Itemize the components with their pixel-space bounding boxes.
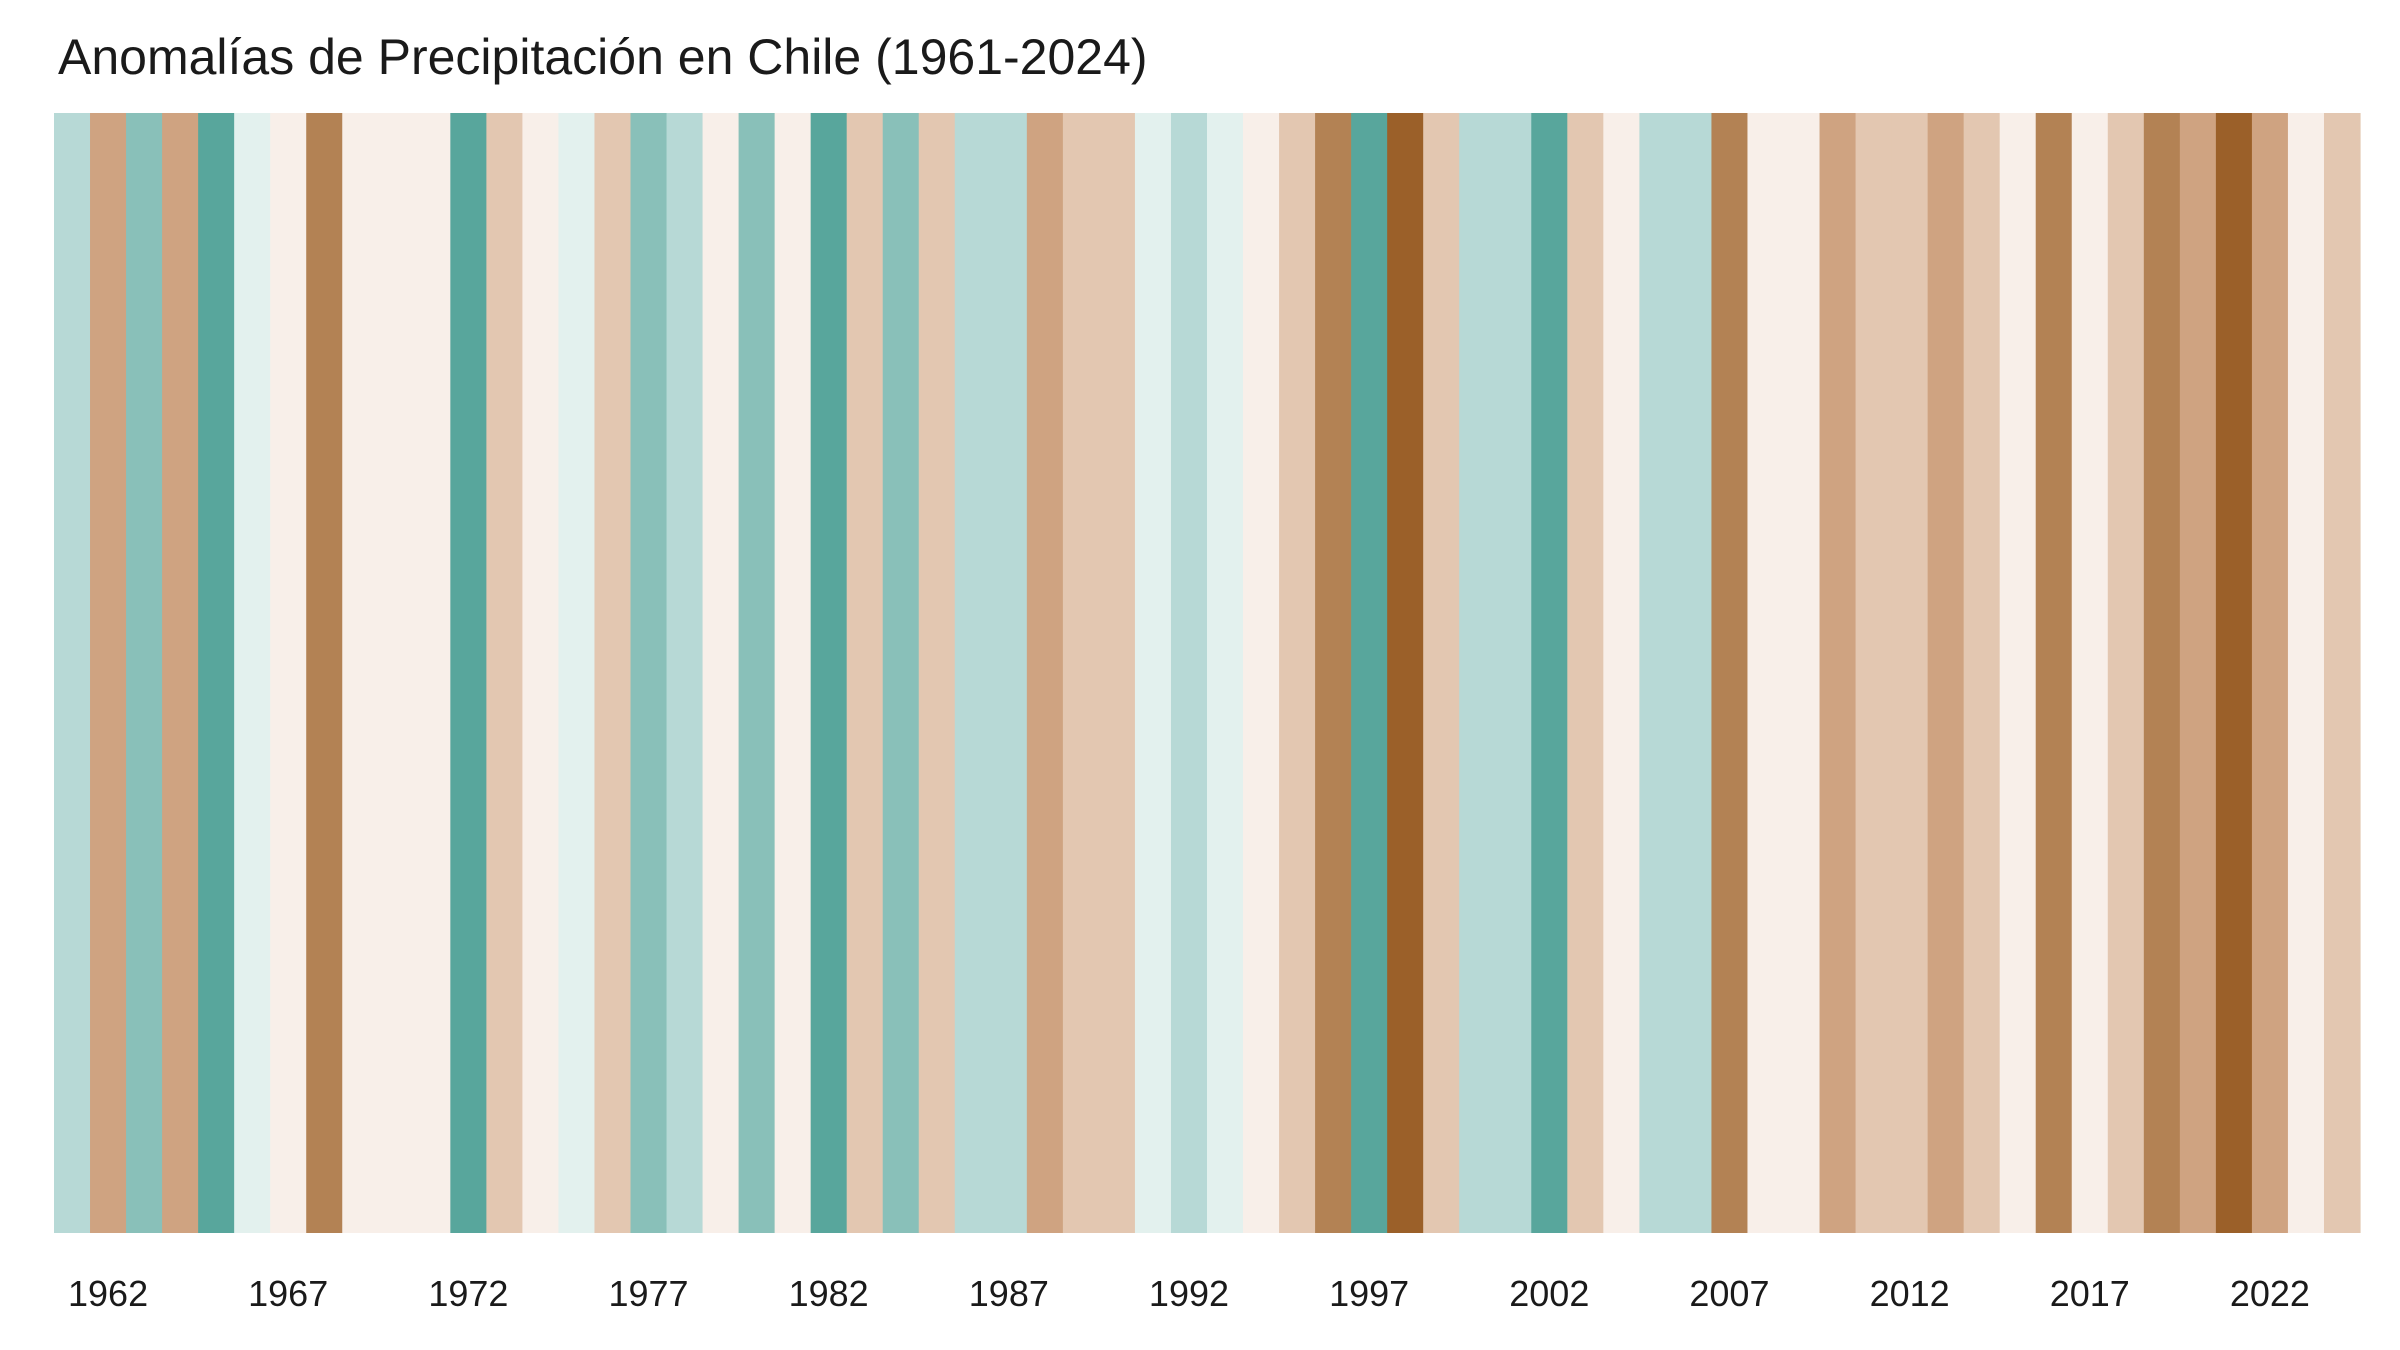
stripe-2010	[1819, 113, 1857, 1233]
stripe-2015	[1999, 113, 2037, 1233]
stripe-1970	[378, 113, 415, 1233]
x-tick-label-2007: 2007	[1689, 1273, 1769, 1314]
stripe-1989	[1062, 113, 1100, 1233]
stripe-1977	[630, 113, 668, 1233]
stripe-1969	[342, 113, 379, 1233]
stripe-1998	[1387, 113, 1424, 1233]
x-tick-label-2002: 2002	[1509, 1273, 1589, 1314]
stripe-1996	[1315, 113, 1352, 1233]
stripes-group	[54, 113, 2361, 1233]
stripe-1975	[558, 113, 596, 1233]
stripe-1986	[954, 113, 992, 1233]
stripe-1968	[306, 113, 343, 1233]
stripe-1978	[666, 113, 704, 1233]
stripe-1981	[774, 113, 812, 1233]
stripe-2000	[1459, 113, 1496, 1233]
stripe-1966	[234, 113, 271, 1233]
stripe-2005	[1639, 113, 1677, 1233]
x-tick-label-1987: 1987	[969, 1273, 1049, 1314]
stripe-2023	[2287, 113, 2325, 1233]
stripe-2014	[1963, 113, 2001, 1233]
stripe-1988	[1026, 113, 1064, 1233]
stripe-2013	[1927, 113, 1965, 1233]
stripe-2024	[2323, 113, 2361, 1233]
x-tick-label-1967: 1967	[248, 1273, 328, 1314]
x-tick-label-1972: 1972	[428, 1273, 508, 1314]
stripe-2004	[1603, 113, 1640, 1233]
stripe-2011	[1855, 113, 1893, 1233]
x-tick-label-2022: 2022	[2230, 1273, 2310, 1314]
stripe-1994	[1243, 113, 1280, 1233]
stripe-2016	[2035, 113, 2073, 1233]
stripe-2001	[1495, 113, 1532, 1233]
stripe-2008	[1747, 113, 1785, 1233]
stripe-1971	[414, 113, 451, 1233]
stripe-1979	[702, 113, 740, 1233]
stripe-2012	[1891, 113, 1929, 1233]
stripe-1961	[54, 113, 91, 1233]
stripe-1991	[1134, 113, 1172, 1233]
x-tick-label-1982: 1982	[789, 1273, 869, 1314]
stripe-1972	[450, 113, 487, 1233]
stripe-1997	[1351, 113, 1388, 1233]
stripe-1993	[1207, 113, 1244, 1233]
stripe-2018	[2107, 113, 2145, 1233]
stripe-1974	[522, 113, 560, 1233]
stripe-1962	[90, 113, 127, 1233]
stripe-1964	[162, 113, 199, 1233]
chart-title: Anomalías de Precipitación en Chile (196…	[58, 29, 1148, 85]
stripe-1980	[738, 113, 776, 1233]
stripe-2020	[2179, 113, 2217, 1233]
x-tick-label-1997: 1997	[1329, 1273, 1409, 1314]
stripe-2002	[1531, 113, 1568, 1233]
stripe-2019	[2143, 113, 2181, 1233]
stripe-2003	[1567, 113, 1604, 1233]
stripe-1985	[918, 113, 956, 1233]
stripe-1992	[1170, 113, 1208, 1233]
stripe-1967	[270, 113, 307, 1233]
x-tick-label-2012: 2012	[1870, 1273, 1950, 1314]
stripe-1987	[990, 113, 1028, 1233]
stripe-1982	[810, 113, 848, 1233]
stripe-2017	[2071, 113, 2109, 1233]
x-tick-label-2017: 2017	[2050, 1273, 2130, 1314]
x-axis-ticks: 1962 1967 1972 1977 1982 1987 1992 1997 2002 2007…	[68, 1273, 2310, 1314]
stripe-2022	[2251, 113, 2289, 1233]
stripe-1983	[846, 113, 884, 1233]
x-tick-label-1977: 1977	[608, 1273, 688, 1314]
stripe-2021	[2215, 113, 2253, 1233]
stripe-2006	[1675, 113, 1713, 1233]
x-tick-label-1962: 1962	[68, 1273, 148, 1314]
stripe-1990	[1098, 113, 1136, 1233]
stripe-1999	[1423, 113, 1460, 1233]
stripe-1965	[198, 113, 235, 1233]
stripe-1995	[1279, 113, 1316, 1233]
stripe-2007	[1711, 113, 1749, 1233]
stripe-2009	[1783, 113, 1821, 1233]
stripe-1976	[594, 113, 632, 1233]
stripe-1963	[126, 113, 163, 1233]
stripe-1984	[882, 113, 920, 1233]
x-tick-label-1992: 1992	[1149, 1273, 1229, 1314]
stripe-1973	[486, 113, 524, 1233]
